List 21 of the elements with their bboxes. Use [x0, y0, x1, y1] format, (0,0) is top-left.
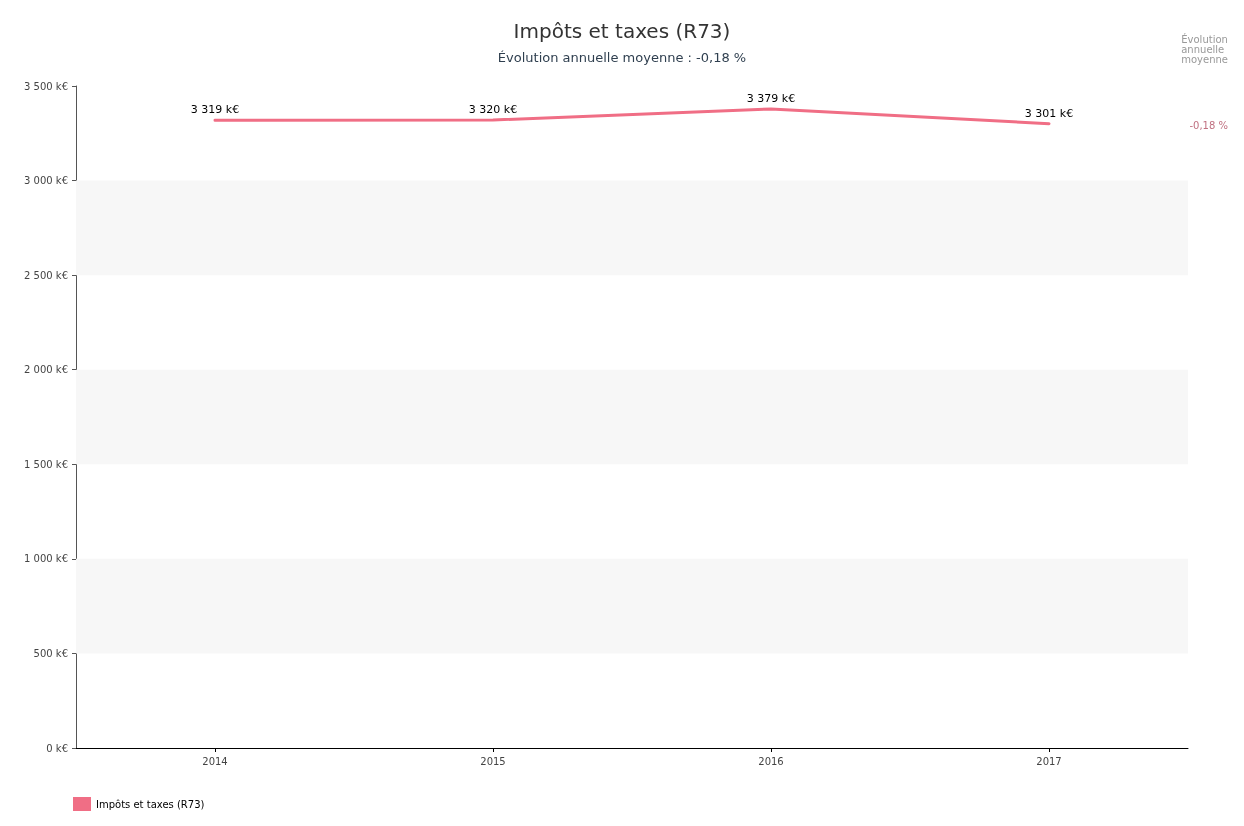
data-label: 3 319 k€	[190, 103, 240, 117]
y-tick-label: 3 500 k€	[24, 80, 68, 92]
legend-label: Impôts et taxes (R73)	[96, 798, 205, 810]
y-tick-label: 3 000 k€	[24, 175, 68, 187]
x-tick-label: 2017	[1036, 755, 1062, 767]
data-label: 3 301 k€	[1024, 106, 1074, 120]
data-label: 3 320 k€	[468, 103, 518, 117]
y-tick-label: 2 000 k€	[24, 364, 68, 376]
text: Évolution annuelle moyenne	[1181, 32, 1229, 65]
chart-title: Impôts et taxes (R73)	[513, 19, 731, 43]
x-tick-label: 2015	[480, 755, 506, 767]
chart-subtitle: Évolution annuelle moyenne : -0,18 %	[497, 50, 747, 65]
y-tick-label: 0 k€	[46, 742, 68, 754]
x-tick-label: 2014	[202, 755, 228, 767]
text: -0,18 %	[1189, 119, 1229, 131]
y-tick-label: 1 000 k€	[24, 553, 68, 565]
y-tick-label: 500 k€	[33, 647, 68, 659]
y-tick-label: 2 500 k€	[24, 269, 68, 281]
y-tick-label: 1 500 k€	[24, 458, 68, 470]
data-label: 3 379 k€	[746, 91, 796, 105]
x-tick-label: 2016	[758, 755, 784, 767]
